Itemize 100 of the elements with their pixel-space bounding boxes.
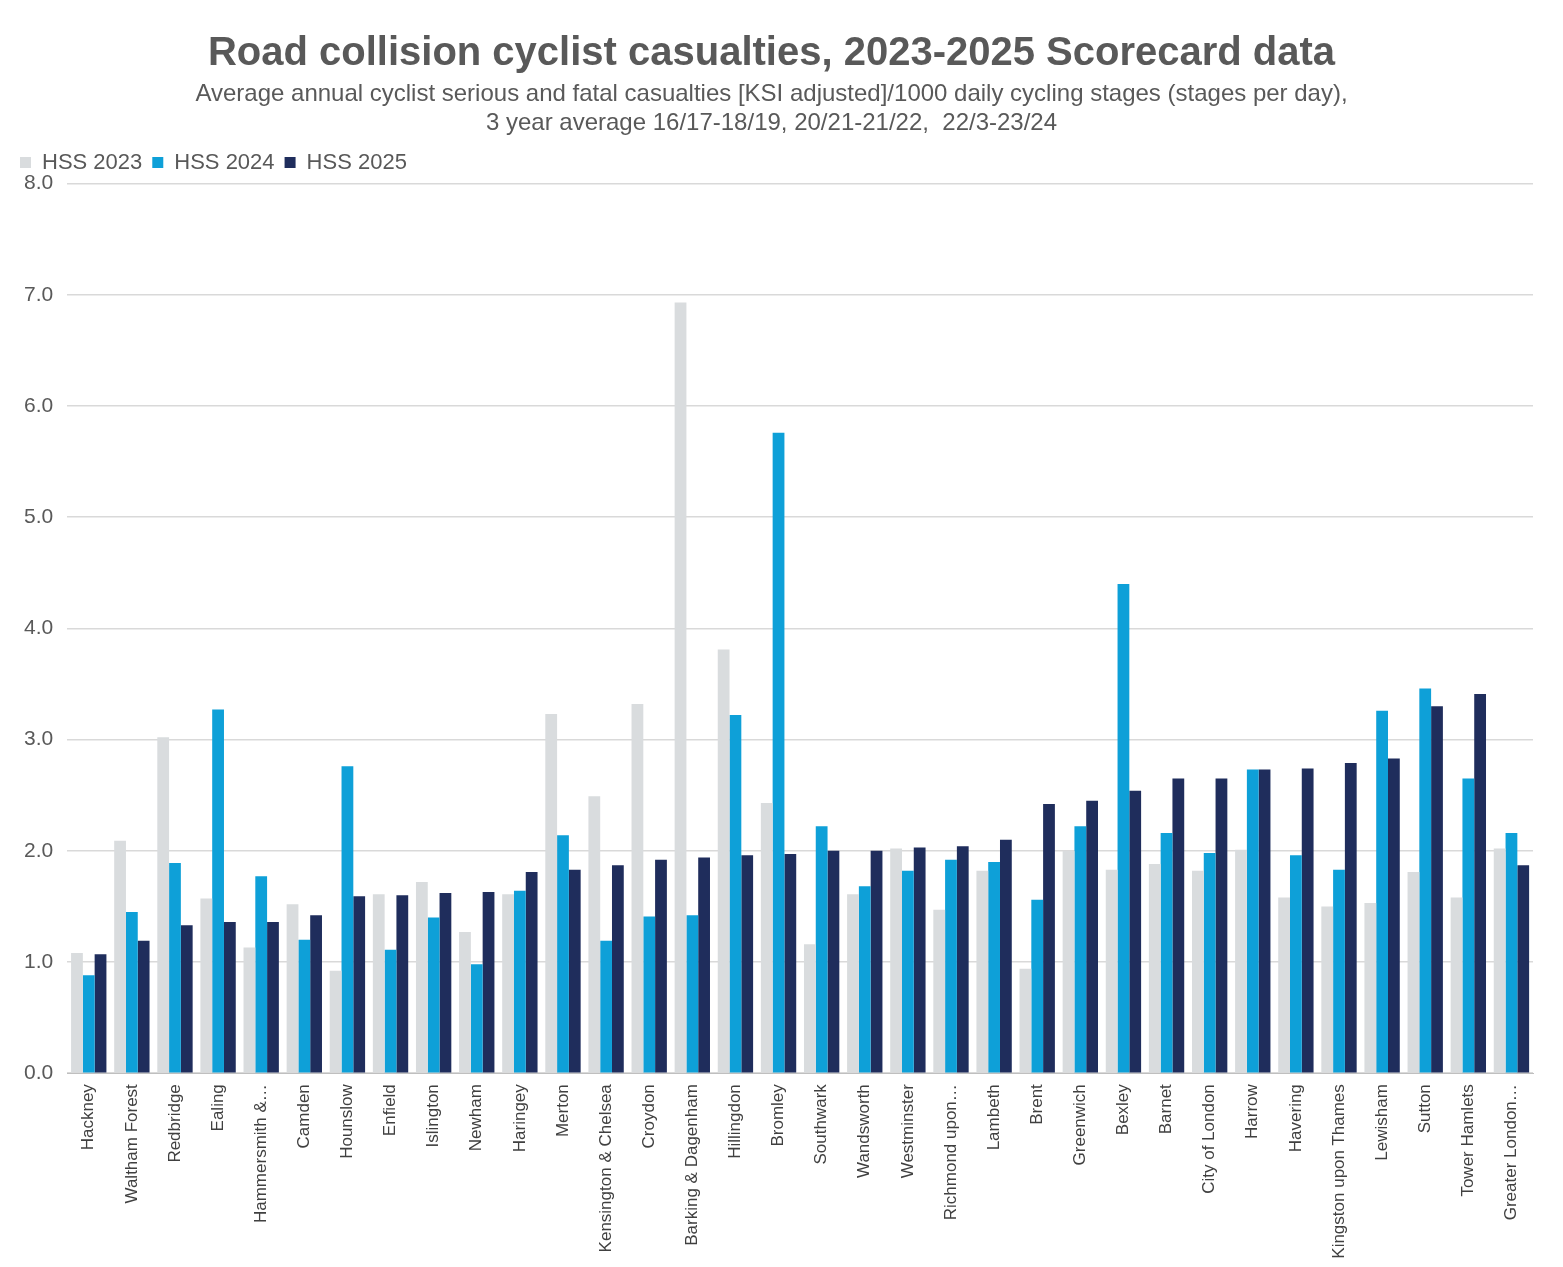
x-tick-label: Merton — [552, 1084, 572, 1138]
y-tick-label: 7.0 — [23, 281, 54, 305]
bar — [1333, 869, 1345, 1073]
x-tick-label: Southwark — [811, 1083, 831, 1165]
bar — [741, 855, 754, 1073]
bar — [1419, 688, 1432, 1073]
bar — [82, 975, 95, 1073]
bar — [298, 939, 311, 1073]
bar — [901, 870, 914, 1073]
x-tick-label: Bromley — [768, 1083, 788, 1147]
x-tick-label: Enfield — [380, 1084, 400, 1137]
y-tick-label: 4.0 — [23, 615, 54, 639]
bar — [525, 871, 538, 1073]
bar — [1301, 768, 1314, 1073]
bar — [353, 896, 366, 1073]
x-tick-label: Kingston upon Thames — [1328, 1084, 1348, 1259]
chart-subtitle: Average annual cyclist serious and fatal casualties [KSI adjusted]/1000 daily cycling stages (stages per day), 3 year average 16/17-18/19, 20/21-21/22, 22/3-23/24 — [195, 79, 1348, 135]
bar — [384, 949, 397, 1073]
bar — [267, 921, 279, 1073]
bar — [784, 854, 797, 1073]
bar — [341, 766, 354, 1073]
bar — [1031, 899, 1044, 1073]
bar — [1246, 769, 1259, 1073]
bar — [858, 886, 871, 1073]
bar — [1344, 762, 1357, 1073]
bar — [1462, 778, 1475, 1073]
bar — [137, 940, 150, 1073]
bar — [827, 850, 840, 1073]
bar — [1505, 832, 1518, 1073]
bar — [870, 850, 883, 1073]
bar — [223, 921, 236, 1073]
chart-title: Road collision cyclist casualties, 2023-2025 Scorecard data — [207, 29, 1336, 74]
x-tick-label: Richmond upon… — [940, 1084, 960, 1221]
x-tick-label: Wandsworth — [854, 1084, 874, 1179]
x-tick-label: Havering — [1285, 1084, 1305, 1153]
bar — [1258, 769, 1271, 1073]
bar — [956, 846, 969, 1073]
bar — [643, 916, 656, 1073]
bar — [815, 826, 828, 1073]
bar — [913, 847, 926, 1073]
bar — [1474, 693, 1487, 1073]
x-tick-label: Haringey — [509, 1083, 529, 1153]
x-tick-label: Hounslow — [337, 1083, 357, 1159]
bar — [396, 895, 409, 1073]
bar — [1172, 778, 1185, 1073]
bar — [1160, 832, 1173, 1073]
bar — [482, 891, 495, 1073]
bar — [729, 715, 742, 1073]
x-tick-label: Ealing — [207, 1084, 227, 1132]
bar — [1043, 804, 1055, 1073]
bar — [427, 917, 440, 1073]
bar — [1129, 790, 1142, 1073]
x-tick-label: Waltham Forest — [121, 1083, 141, 1204]
x-tick-label: Hammersmith &… — [250, 1084, 270, 1224]
bar — [1431, 706, 1443, 1073]
bar — [772, 432, 785, 1073]
x-tick-label: Lewisham — [1371, 1084, 1391, 1161]
x-tick-label: Greenwich — [1070, 1084, 1090, 1166]
bar — [568, 869, 581, 1073]
bar — [557, 835, 569, 1073]
y-tick-label: 2.0 — [23, 837, 54, 861]
bar — [255, 876, 268, 1073]
bar — [698, 857, 710, 1073]
bar — [611, 865, 624, 1073]
legend-label: HSS 2025 — [306, 148, 407, 174]
bar — [1215, 778, 1228, 1073]
x-tick-label: Barking & Dagenham — [682, 1084, 701, 1246]
bar — [94, 954, 107, 1073]
bar — [513, 890, 526, 1073]
bar — [439, 893, 452, 1073]
x-tick-label: Bexley — [1113, 1083, 1133, 1136]
x-tick-label: Islington — [423, 1084, 443, 1148]
y-tick-label: 6.0 — [23, 392, 54, 416]
x-tick-label: City of London — [1199, 1084, 1219, 1194]
bar — [1086, 800, 1098, 1073]
x-tick-label: Kensington & Chelsea — [595, 1083, 615, 1253]
bar — [1388, 758, 1400, 1073]
bar — [125, 911, 138, 1073]
bar — [1517, 865, 1530, 1073]
bar — [310, 915, 322, 1073]
x-tick-label: Hackney — [78, 1083, 98, 1151]
x-tick-label: Westminster — [897, 1083, 917, 1179]
y-tick-label: 5.0 — [23, 503, 54, 527]
legend-label: HSS 2024 — [174, 148, 275, 174]
x-tick-label: Harrow — [1242, 1083, 1262, 1139]
bar — [988, 861, 1000, 1073]
x-tick-label: Sutton — [1414, 1084, 1434, 1134]
x-tick-label: Lambeth — [983, 1084, 1003, 1151]
y-tick-label: 1.0 — [23, 948, 54, 972]
x-tick-label: Brent — [1026, 1083, 1046, 1125]
bar — [1289, 855, 1302, 1073]
bar — [180, 925, 193, 1073]
bar — [1117, 583, 1130, 1073]
bar — [945, 859, 957, 1073]
bar — [1376, 710, 1388, 1073]
x-tick-label: Hillingdon — [725, 1084, 745, 1159]
x-tick-label: Tower Hamlets — [1458, 1084, 1478, 1197]
x-tick-label: Barnet — [1156, 1083, 1176, 1135]
y-tick-label: 0.0 — [23, 1059, 54, 1083]
x-tick-label: Newham — [466, 1084, 486, 1152]
